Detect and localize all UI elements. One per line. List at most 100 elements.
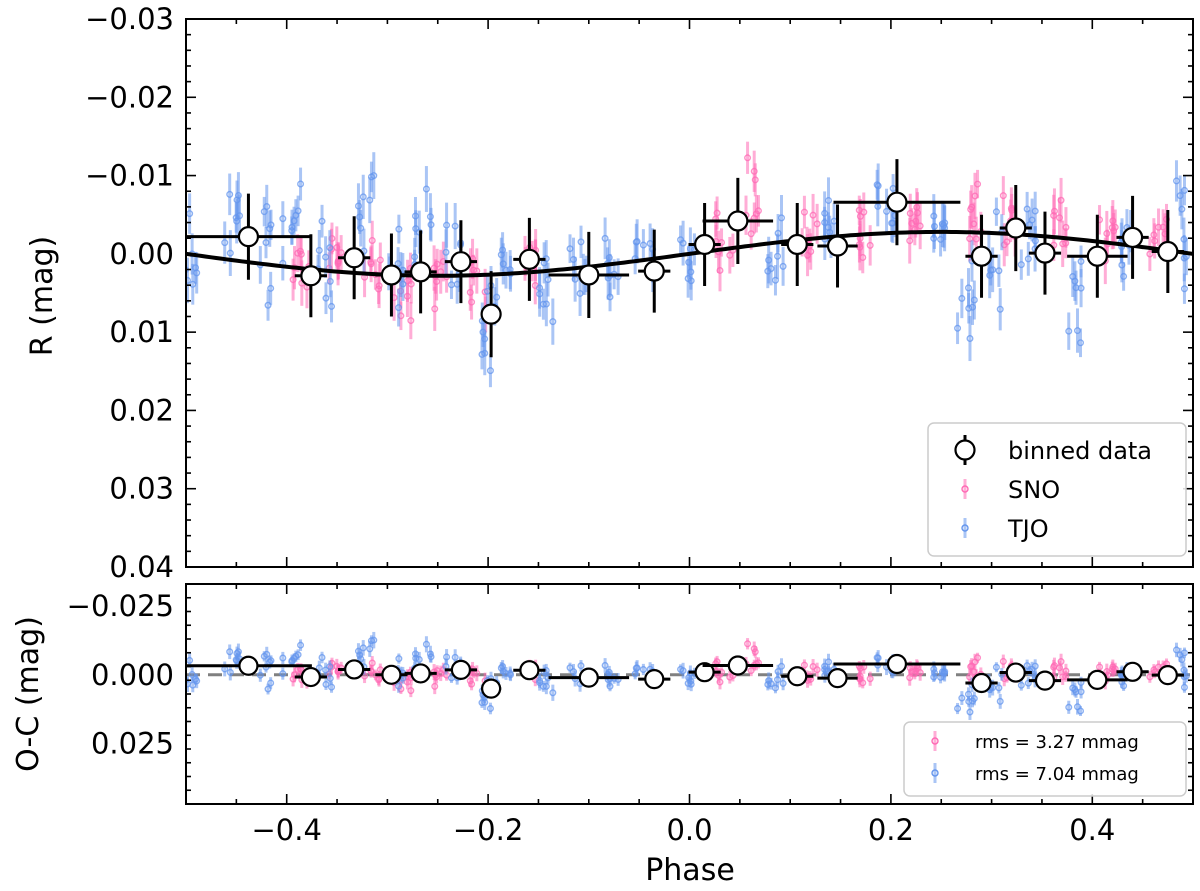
sno-point xyxy=(1059,673,1067,681)
tjo-point xyxy=(322,680,330,688)
binned-point xyxy=(238,655,259,676)
sno-point xyxy=(431,305,439,313)
binned-point xyxy=(644,669,665,690)
sno-point xyxy=(974,654,982,662)
tjo-point xyxy=(958,694,966,702)
y-tick-label: −0.02 xyxy=(85,80,174,114)
x-tick-label: 0.4 xyxy=(1069,813,1115,847)
tjo-point xyxy=(326,674,334,682)
sno-point xyxy=(751,176,759,184)
tjo-point xyxy=(422,185,430,193)
tjo-point xyxy=(506,669,514,677)
tjo-point xyxy=(1077,257,1085,265)
ticks xyxy=(185,583,1194,805)
binned-point xyxy=(519,660,540,681)
tjo-point xyxy=(1024,679,1032,687)
tjo-point xyxy=(1031,207,1039,215)
sno-point xyxy=(334,667,342,675)
tjo-point xyxy=(1072,688,1080,696)
sno-point xyxy=(726,251,734,259)
sno-point xyxy=(1146,250,1154,258)
tjo-point xyxy=(366,645,374,653)
tjo-point xyxy=(1024,255,1032,263)
tjo-point xyxy=(226,249,234,257)
legend-tjo-rms: rms = 7.04 mmag xyxy=(975,764,1139,785)
tjo-point xyxy=(366,196,374,204)
tjo-point xyxy=(577,662,585,670)
sno-point xyxy=(866,675,874,683)
binned-point xyxy=(1005,662,1026,683)
sno-point xyxy=(334,258,342,266)
tjo-point xyxy=(996,305,1004,313)
binned-point xyxy=(1086,245,1108,267)
tjo-point xyxy=(267,679,275,687)
tjo-point xyxy=(493,293,501,301)
tjo-point xyxy=(1180,186,1188,194)
tjo-point xyxy=(601,234,609,242)
top-legend: binned data SNO TJO xyxy=(927,422,1187,557)
sno-point xyxy=(752,210,760,218)
tjo-point xyxy=(395,682,403,690)
tjo-point xyxy=(1072,284,1080,292)
sno-point xyxy=(906,237,914,245)
y-tick-label: 0.04 xyxy=(109,550,174,584)
tjo-point xyxy=(639,241,647,249)
sno-point xyxy=(407,317,415,325)
tjo-point xyxy=(542,682,550,690)
tjo-point xyxy=(687,680,695,688)
legend-sno-marker xyxy=(961,485,969,493)
y-tick-label: 0.000 xyxy=(91,658,174,692)
tjo-point xyxy=(771,684,779,692)
legend-tjo-marker xyxy=(961,524,969,532)
tjo-point xyxy=(189,280,197,288)
sno-point xyxy=(856,212,864,220)
binned-point xyxy=(787,666,808,687)
tjo-point xyxy=(267,657,275,665)
sno-point xyxy=(1103,230,1111,238)
plot-area xyxy=(179,631,1193,720)
x-tick-label: −0.4 xyxy=(251,813,321,847)
sno-point xyxy=(999,657,1007,665)
sno-point xyxy=(968,662,976,670)
tjo-point xyxy=(395,225,403,233)
tjo-point xyxy=(260,652,268,660)
plot-area xyxy=(186,141,1193,388)
sno-point xyxy=(856,664,864,672)
tjo-point xyxy=(1176,651,1184,659)
binned-point xyxy=(410,261,432,283)
tjo-point xyxy=(267,221,275,229)
tjo-point xyxy=(451,653,459,661)
tjo-point xyxy=(221,239,229,247)
sno-point xyxy=(966,673,974,681)
tjo-point xyxy=(1065,703,1073,711)
tjo-point xyxy=(577,238,585,246)
binned-point xyxy=(380,264,403,286)
tjo-point xyxy=(426,213,434,221)
y-tick-label: 0.02 xyxy=(109,393,174,427)
y-tick-label: −0.03 xyxy=(85,2,174,36)
tjo-point xyxy=(442,248,450,256)
sno-point xyxy=(296,247,304,255)
tjo-point xyxy=(297,641,305,649)
tjo-point xyxy=(687,277,695,285)
tjo-point xyxy=(774,676,782,684)
tjo-point xyxy=(930,665,938,673)
tjo-point xyxy=(996,697,1004,705)
series-binned xyxy=(186,159,1184,358)
sno-point xyxy=(913,209,921,217)
sno-point xyxy=(1111,223,1119,231)
binned-point xyxy=(450,251,472,273)
series-sno xyxy=(289,141,1170,340)
binned-point xyxy=(578,667,599,688)
tjo-point xyxy=(179,668,185,674)
tjo-point xyxy=(995,267,1003,275)
binned-point xyxy=(410,663,431,684)
tjo-point xyxy=(930,234,938,242)
tjo-point xyxy=(322,294,330,302)
sno-point xyxy=(431,682,439,690)
sno-point xyxy=(404,277,412,285)
y-tick-label: −0.025 xyxy=(67,589,174,623)
binned-point xyxy=(886,191,908,213)
tjo-point xyxy=(326,663,334,671)
tjo-point xyxy=(192,264,200,272)
